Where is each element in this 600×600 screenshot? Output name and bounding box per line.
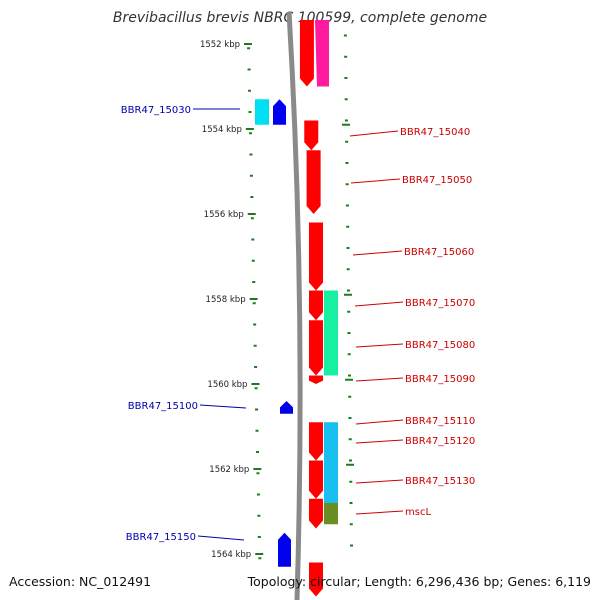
gene-label: BBR47_15150 [126,532,196,543]
gene-label-line [349,130,399,137]
feature-block [324,290,338,376]
kbp-label: 1564 kbp [211,550,251,560]
forward-gene-arrow [309,562,323,597]
kbp-label: 1562 kbp [209,465,249,475]
reverse-gene-arrow [273,99,286,125]
gene-label: mscL [405,507,431,518]
gene-label-line [197,535,245,541]
genome-backbone [286,11,303,600]
gene-label-line [354,301,404,307]
genome-summary-text: Topology: circular; Length: 6,296,436 bp… [247,574,591,589]
feature-block [324,422,338,503]
gene-label-line [199,404,247,409]
gene-label: BBR47_15080 [405,340,475,351]
gene-label: BBR47_15130 [405,476,475,487]
gene-label: BBR47_15100 [128,401,198,412]
forward-gene-arrow [309,498,323,529]
accession-text: Accession: NC_012491 [9,574,152,589]
forward-gene-arrow [309,320,323,376]
gene-label: BBR47_15070 [405,298,475,309]
feature-block [324,503,338,525]
gene-label-line [352,250,403,256]
gene-label-line [350,178,401,184]
gene-label: BBR47_15090 [405,374,475,385]
forward-gene-arrow [309,422,323,461]
gene-label-line [355,419,404,425]
gene-label: BBR47_15040 [400,127,470,138]
kbp-label: 1554 kbp [202,125,242,135]
gene-label-line [355,377,404,382]
gene-label-line [355,479,404,484]
forward-gene-arrow [304,120,319,151]
forward-gene-arrow [309,375,323,384]
kbp-label: 1552 kbp [200,40,240,50]
map-title: Brevibacillus brevis NBRC 100599, comple… [112,10,488,26]
gene-label: BBR47_15060 [404,247,474,258]
gene-label-line [355,439,404,444]
gene-label-line [355,510,404,515]
kbp-label: 1560 kbp [207,380,247,390]
gene-label-line [355,343,404,348]
forward-gene-arrow [309,290,323,321]
kbp-label: 1558 kbp [206,295,246,305]
gene-label: BBR47_15120 [405,436,475,447]
feature-block [315,20,329,87]
forward-gene-arrow [309,460,323,499]
kbp-label: 1556 kbp [204,210,244,220]
forward-gene-arrow [309,222,323,291]
forward-gene-arrow [299,20,314,87]
gene-label: BBR47_15050 [402,175,472,186]
reverse-gene-arrow [278,532,291,567]
gene-label: BBR47_15110 [405,416,475,427]
gene-label: BBR47_15030 [121,105,191,116]
reverse-gene-arrow [280,401,293,414]
forward-gene-arrow [306,150,321,214]
feature-block [255,99,269,125]
